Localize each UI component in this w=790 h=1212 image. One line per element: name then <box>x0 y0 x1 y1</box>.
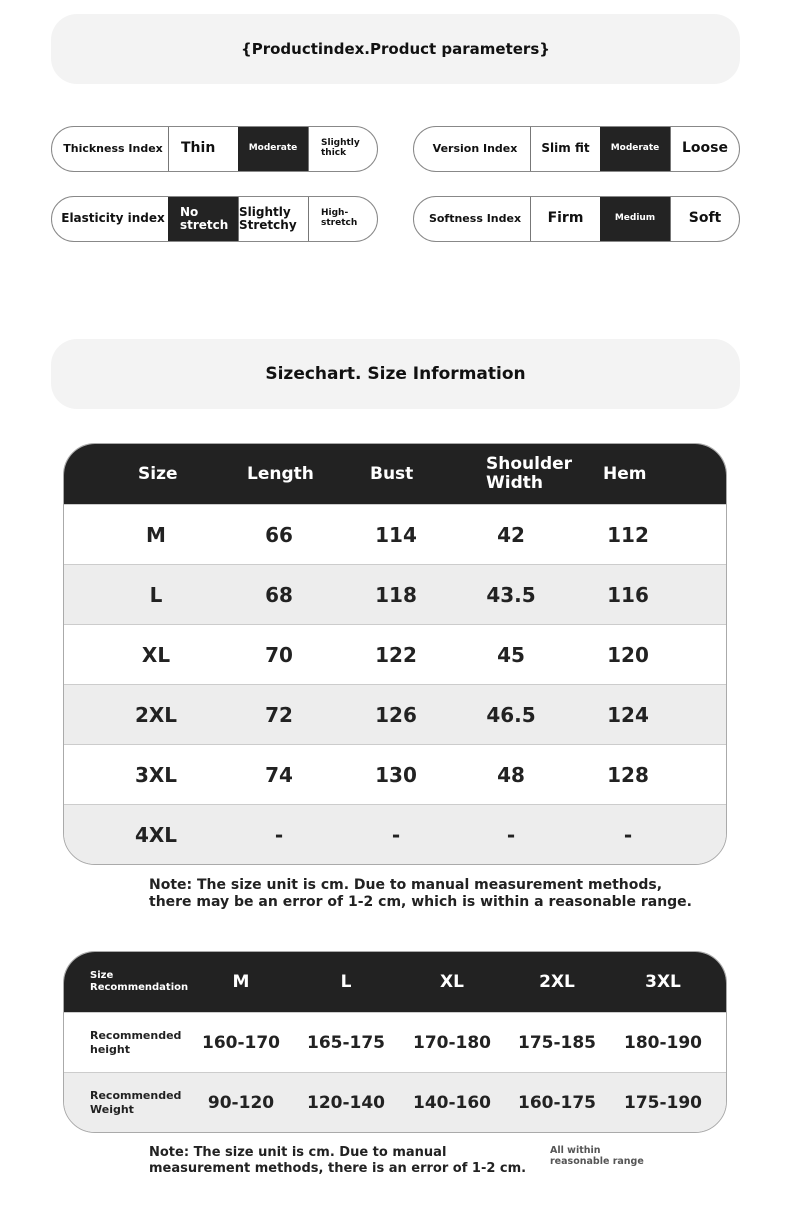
table-cell: 175-190 <box>623 1092 703 1113</box>
table-cell: 43.5 <box>486 582 536 607</box>
elasticity-index: Elasticity index No stretch Slightly Str… <box>51 196 378 242</box>
table-cell: 118 <box>375 582 417 607</box>
index-label: Version Index <box>432 141 518 155</box>
product-parameters-banner: {Productindex.Product parameters} <box>51 14 740 84</box>
table-cell: 68 <box>265 582 293 607</box>
option: Slightly thick <box>308 127 377 171</box>
option: High-stretch <box>308 197 377 241</box>
table-cell: - <box>506 822 516 847</box>
header-cell: 2XL <box>539 971 575 992</box>
table-cell: 126 <box>375 702 417 727</box>
table-cell: 120 <box>607 642 649 667</box>
table-cell: 42 <box>497 522 525 547</box>
header-cell: Length <box>247 463 314 484</box>
table-cell: 128 <box>607 762 649 787</box>
table-cell: 74 <box>265 762 293 787</box>
table-row: L 68 118 43.5 116 <box>64 564 726 624</box>
table-cell: 175-185 <box>517 1032 597 1053</box>
table-cell: 124 <box>607 702 649 727</box>
table-cell: 46.5 <box>486 702 536 727</box>
size-chart-banner: Sizechart. Size Information <box>51 339 740 409</box>
header-cell: Shoulder Width <box>486 454 573 493</box>
table-cell: 66 <box>265 522 293 547</box>
table-cell: 4XL <box>134 822 178 847</box>
table-cell: 170-180 <box>412 1032 492 1053</box>
table-row: XL 70 122 45 120 <box>64 624 726 684</box>
table-row: 3XL 74 130 48 128 <box>64 744 726 804</box>
table-row: 2XL 72 126 46.5 124 <box>64 684 726 744</box>
table-cell: M <box>146 522 166 547</box>
table-cell: 122 <box>375 642 417 667</box>
table-cell: 2XL <box>134 702 178 727</box>
header-cell: Size Recommendation <box>90 970 189 993</box>
table-cell: 114 <box>375 522 417 547</box>
banner-title: {Productindex.Product parameters} <box>241 40 550 58</box>
softness-index: Softness Index Firm Medium Soft <box>413 196 740 242</box>
header-cell: M <box>232 971 250 992</box>
table-row: M 66 114 42 112 <box>64 504 726 564</box>
thickness-index: Thickness Index Thin Moderate Slightly t… <box>51 126 378 172</box>
table-cell: 180-190 <box>623 1032 703 1053</box>
table-cell: 72 <box>265 702 293 727</box>
table-cell: - <box>274 822 284 847</box>
table-cell: - <box>391 822 401 847</box>
table-cell: 3XL <box>134 762 178 787</box>
table-cell: XL <box>141 642 171 667</box>
option: Firm <box>530 197 600 241</box>
option: Slim fit <box>530 127 600 171</box>
table-row: Recommended height 160-170 165-175 170-180 1… <box>64 1012 726 1072</box>
table-cell: L <box>149 582 163 607</box>
size-note: Note: The size unit is cm. Due to manual… <box>149 877 692 910</box>
row-label: Recommended Weight <box>90 1089 182 1116</box>
index-label: Thickness Index <box>63 141 163 155</box>
banner-title: Sizechart. Size Information <box>265 364 526 384</box>
table-row: Recommended Weight 90-120 120-140 140-160 16… <box>64 1072 726 1132</box>
table-row: 4XL - - - - <box>64 804 726 864</box>
option-selected: No stretch <box>168 197 238 241</box>
table-cell: 112 <box>607 522 649 547</box>
option: Loose <box>670 127 739 171</box>
header-cell: 3XL <box>645 971 681 992</box>
size-recommendation-table: Size Recommendation M L XL 2XL 3XL Recom… <box>63 951 727 1133</box>
table-cell: 116 <box>607 582 649 607</box>
table-cell: - <box>623 822 633 847</box>
option: Slightly Stretchy <box>238 197 308 241</box>
recommendation-note: Note: The size unit is cm. Due to manual… <box>149 1145 527 1176</box>
table-cell: 120-140 <box>306 1092 386 1113</box>
table-cell: 160-170 <box>201 1032 281 1053</box>
table-cell: 165-175 <box>306 1032 386 1053</box>
table-header: Size Recommendation M L XL 2XL 3XL <box>64 952 726 1012</box>
header-cell: Hem <box>603 463 647 484</box>
option-selected: Moderate <box>238 127 308 171</box>
option-selected: Medium <box>600 197 670 241</box>
table-cell: 140-160 <box>412 1092 492 1113</box>
header-cell: L <box>340 971 352 992</box>
recommendation-side-note: All within reasonable range <box>550 1145 644 1168</box>
index-label: Elasticity index <box>61 211 165 226</box>
table-cell: 70 <box>265 642 293 667</box>
option: Thin <box>168 127 238 171</box>
header-cell: XL <box>440 971 464 992</box>
table-cell: 45 <box>497 642 525 667</box>
option: Soft <box>670 197 739 241</box>
index-label: Softness Index <box>428 211 522 225</box>
table-header: Size Length Bust Shoulder Width Hem <box>64 444 726 504</box>
header-cell: Size <box>138 463 178 484</box>
table-cell: 90-120 <box>207 1092 275 1113</box>
version-index: Version Index Slim fit Moderate Loose <box>413 126 740 172</box>
table-cell: 160-175 <box>517 1092 597 1113</box>
table-cell: 48 <box>497 762 525 787</box>
header-cell: Bust <box>370 463 414 484</box>
size-chart-table: Size Length Bust Shoulder Width Hem M 66 1… <box>63 443 727 865</box>
table-cell: 130 <box>375 762 417 787</box>
option-selected: Moderate <box>600 127 670 171</box>
row-label: Recommended height <box>90 1029 182 1056</box>
